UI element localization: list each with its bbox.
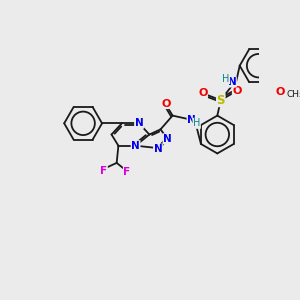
Text: N: N: [154, 144, 162, 154]
Text: CH₃: CH₃: [286, 90, 300, 99]
Text: N: N: [135, 118, 143, 128]
Text: F: F: [100, 166, 107, 176]
Text: S: S: [217, 94, 225, 106]
Text: H: H: [222, 74, 230, 84]
Text: O: O: [198, 88, 207, 98]
Text: O: O: [161, 98, 170, 109]
Text: N: N: [187, 115, 196, 125]
Text: F: F: [123, 167, 130, 177]
Text: N: N: [163, 134, 172, 144]
Text: H: H: [193, 118, 200, 128]
Text: N: N: [228, 77, 236, 87]
Text: N: N: [131, 141, 140, 151]
Text: O: O: [232, 86, 242, 97]
Text: O: O: [275, 87, 285, 98]
